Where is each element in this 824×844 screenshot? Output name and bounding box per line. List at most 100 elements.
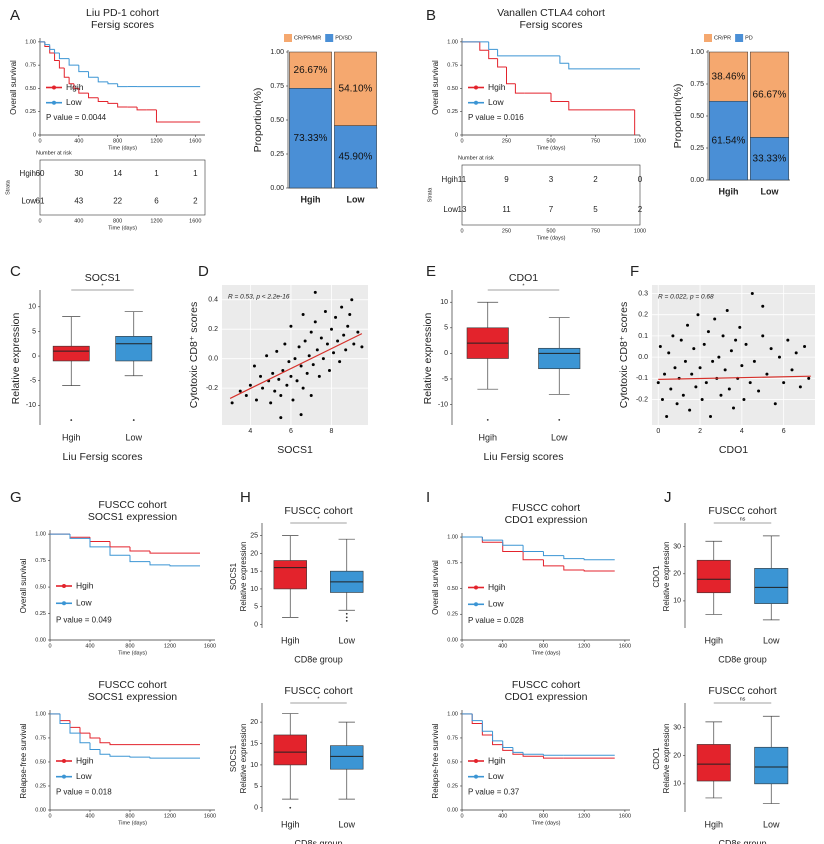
y-tick-label: 0.00 (35, 637, 46, 643)
legend-swatch (474, 759, 478, 763)
km-step (542, 559, 564, 567)
point (332, 351, 336, 355)
x-tick-label: 800 (539, 643, 548, 649)
km-step (69, 534, 90, 538)
point (289, 374, 293, 378)
risk-x-tick-label: 0 (460, 228, 463, 234)
x-axis-label: Liu Fersig scores (63, 451, 143, 463)
y-axis-label: Relative expression (10, 313, 22, 405)
km-step (109, 546, 130, 556)
km-step (59, 713, 70, 722)
y-axis-label: Cytotoxic CD8⁺ scores (618, 302, 630, 409)
km-step (497, 58, 507, 68)
km-step (169, 564, 200, 567)
box (754, 746, 789, 785)
y-tick-label: 1.00 (447, 535, 458, 541)
km-step (68, 58, 79, 66)
point (694, 385, 698, 389)
point (675, 402, 679, 406)
y-tick-label: 0.0 (638, 354, 648, 361)
plot-background (222, 285, 368, 425)
km-step (583, 558, 615, 561)
km-step (550, 93, 569, 102)
bar-segment (708, 51, 749, 102)
panel-letter: H (240, 489, 251, 506)
point (313, 320, 317, 324)
legend-label: Hgih (76, 580, 94, 590)
x-tick-label: 1200 (164, 813, 176, 819)
x-axis-label: CD8s group (294, 838, 342, 844)
legend-swatch (704, 34, 712, 42)
point (683, 359, 687, 363)
km-step (129, 546, 150, 552)
legend-swatch (735, 34, 744, 42)
point (773, 402, 777, 406)
legend-swatch (62, 774, 66, 779)
bar-segment (749, 51, 790, 138)
km-step (542, 756, 564, 759)
point (798, 385, 802, 389)
x-tick-label: 0 (460, 643, 463, 649)
risk-title: Number at risk (458, 155, 494, 161)
x-tick-label: 0 (38, 138, 41, 144)
x-axis-label: Time (days) (118, 650, 147, 656)
km-step (149, 551, 170, 554)
risk-x-axis-label: Time (days) (537, 235, 566, 241)
km-step (63, 67, 70, 78)
point (327, 368, 331, 372)
x-axis-label: Time (days) (532, 650, 561, 656)
y-tick-label: 0.50 (447, 586, 458, 592)
risk-count: 1 (193, 169, 198, 178)
chart-title: CDO1 (509, 272, 538, 284)
y-tick-label: -0.2 (636, 396, 648, 403)
km-step (136, 107, 147, 111)
risk-count: 60 (36, 169, 45, 178)
point (313, 290, 317, 294)
y-tick-label: 0.75 (447, 63, 458, 69)
point (277, 377, 281, 381)
value-label: 45.90% (339, 151, 373, 162)
point (721, 334, 725, 338)
risk-table (39, 159, 206, 216)
y-tick-label: 20 (673, 753, 681, 760)
km-step (471, 713, 483, 725)
legend-label: CR/PR (714, 35, 731, 41)
y-tick-label: 20 (673, 571, 681, 578)
legend-label: Hgih (488, 82, 506, 92)
risk-count: 14 (113, 169, 122, 178)
point (734, 338, 738, 342)
y-tick-label: -5 (442, 376, 448, 383)
km-step (497, 49, 507, 57)
km-step (471, 713, 483, 722)
legend-label: Hgih (488, 755, 506, 765)
outlier (345, 619, 348, 622)
x-tick-label: 1200 (578, 813, 590, 819)
legend-label: PD (745, 35, 753, 41)
risk-x-axis-label: Time (days) (108, 225, 137, 231)
point (346, 324, 350, 328)
km-step (568, 63, 640, 70)
km-step (522, 545, 544, 552)
point (342, 333, 346, 337)
y-tick-label: 0.00 (447, 807, 458, 813)
risk-x-tick-label: 400 (74, 218, 83, 224)
km-step (492, 731, 503, 742)
y-tick-label: 1.00 (35, 711, 46, 717)
y-tick-label: 0.50 (447, 759, 458, 765)
y-tick-label: -5 (30, 378, 36, 385)
point (244, 394, 248, 398)
km-step (109, 754, 130, 757)
point (283, 342, 287, 346)
km-step (117, 103, 128, 108)
p-value: P value = 0.37 (468, 787, 520, 796)
y-tick-label: 0.25 (447, 109, 458, 115)
x-tick-label: 400 (85, 643, 94, 649)
box (696, 559, 731, 594)
y-tick-label: 0.75 (25, 63, 36, 69)
risk-count: 61 (36, 196, 45, 205)
km-step (149, 561, 170, 566)
chart-title: Liu PD-1 cohort (86, 7, 159, 19)
point (287, 360, 291, 364)
point (709, 415, 713, 419)
chart-subtitle: SOCS1 expression (88, 511, 177, 523)
